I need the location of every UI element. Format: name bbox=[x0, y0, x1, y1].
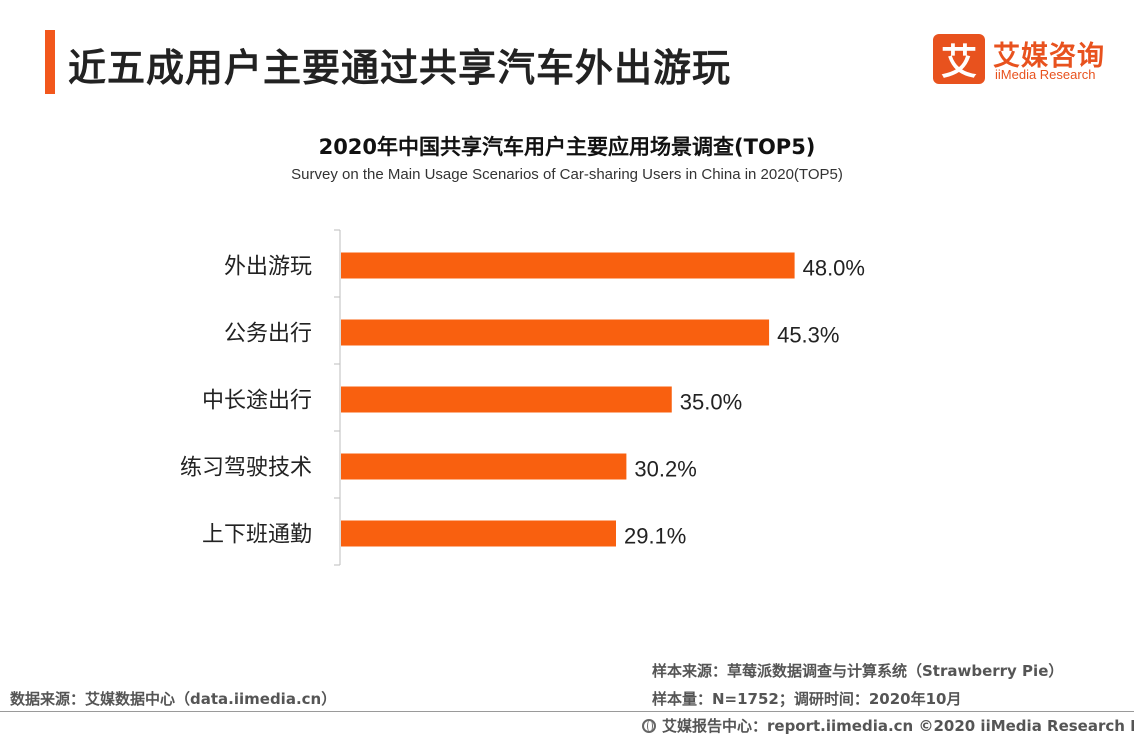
sample-size-note: 样本量：N=1752；调研时间：2020年10月 bbox=[652, 690, 962, 708]
bar bbox=[341, 520, 616, 547]
chart-subtitle: Survey on the Main Usage Scenarios of Ca… bbox=[291, 166, 843, 183]
chart-title: 2020年中国共享汽车用户主要应用场景调查(TOP5) bbox=[318, 135, 816, 159]
logo-cn-text: 艾媒咨询 bbox=[993, 41, 1105, 72]
data-source-note: 数据来源：艾媒数据中心（data.iimedia.cn） bbox=[10, 690, 337, 708]
value-label: 48.0% bbox=[803, 256, 865, 281]
bar bbox=[341, 386, 672, 413]
value-label: 29.1% bbox=[624, 524, 686, 549]
footer-report: 艾媒报告中心：report.iimedia.cn ©2020 iiMedia R… bbox=[642, 715, 1134, 736]
footer-report-text: 艾媒报告中心：report.iimedia.cn ©2020 iiMedia R… bbox=[662, 717, 1134, 735]
globe-icon bbox=[642, 718, 656, 733]
title-accent-bar bbox=[45, 30, 55, 94]
value-label: 35.0% bbox=[680, 390, 742, 415]
sample-source-note: 样本来源：草莓派数据调查与计算系统（Strawberry Pie） bbox=[652, 662, 1064, 680]
category-label: 上下班通勤 bbox=[202, 523, 312, 548]
category-label: 外出游玩 bbox=[224, 255, 312, 280]
value-label: 30.2% bbox=[634, 457, 696, 482]
bar-chart: 外出游玩 48.0% 公务出行 45.3% 中长途出行 35.0% 练习驾驶技术 30.2% 上… bbox=[180, 229, 865, 566]
logo-mark-icon: 艾 bbox=[933, 34, 985, 84]
category-label: 中长途出行 bbox=[202, 389, 312, 414]
page-title: 近五成用户主要通过共享汽车外出游玩 bbox=[68, 46, 732, 90]
footer-divider bbox=[0, 711, 1134, 712]
value-label: 45.3% bbox=[777, 323, 839, 348]
bar bbox=[341, 319, 770, 346]
category-label: 练习驾驶技术 bbox=[180, 456, 312, 481]
logo-en-text: iiMedia Research bbox=[995, 67, 1096, 82]
iimedia-logo: 艾 艾媒咨询 iiMedia Research bbox=[933, 34, 1113, 86]
bar bbox=[341, 453, 627, 480]
category-label: 公务出行 bbox=[224, 322, 312, 347]
bar bbox=[341, 252, 795, 279]
